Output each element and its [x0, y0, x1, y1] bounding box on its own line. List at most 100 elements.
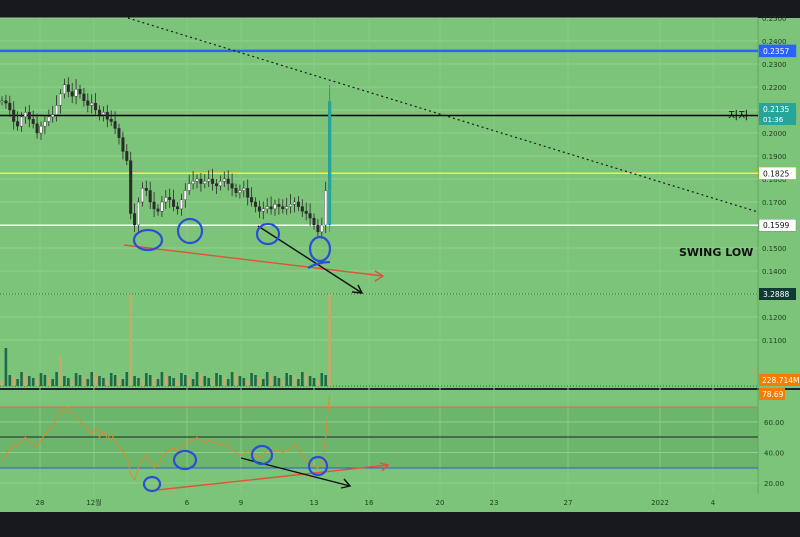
candle-body[interactable] — [203, 181, 207, 184]
candle-body[interactable] — [214, 183, 218, 187]
candle-body[interactable] — [152, 201, 156, 210]
candle-body[interactable] — [35, 123, 39, 134]
candle-body[interactable] — [43, 121, 47, 127]
time-scale[interactable] — [0, 494, 800, 512]
rsi-line[interactable] — [1, 393, 331, 482]
candle-body[interactable] — [218, 181, 222, 187]
candle-body[interactable] — [31, 118, 35, 124]
candle-body[interactable] — [66, 84, 70, 92]
blue-circle-annotation[interactable] — [142, 475, 162, 493]
candle-body[interactable] — [129, 160, 133, 214]
candle-body[interactable] — [121, 137, 125, 152]
candle-body[interactable] — [265, 206, 269, 210]
candle-body[interactable] — [253, 201, 257, 207]
candle-body[interactable] — [59, 93, 63, 106]
candle-body[interactable] — [308, 213, 312, 219]
candle-body[interactable] — [234, 187, 238, 193]
candle-body[interactable] — [246, 187, 250, 198]
candle-body[interactable] — [324, 190, 328, 226]
candle-body[interactable] — [199, 178, 203, 184]
candle-body[interactable] — [257, 206, 261, 212]
candle-body[interactable] — [242, 187, 246, 191]
candle-body[interactable] — [250, 197, 254, 203]
candle-body[interactable] — [304, 210, 308, 214]
candle-body[interactable] — [16, 121, 20, 127]
candle-body[interactable] — [78, 89, 82, 95]
blue-circle-annotation[interactable] — [308, 235, 332, 263]
candle-body[interactable] — [207, 178, 211, 182]
candle-body[interactable] — [4, 100, 8, 104]
candle-body[interactable] — [261, 208, 265, 212]
candle-body[interactable] — [70, 91, 74, 97]
price-red-trendline[interactable] — [123, 244, 384, 277]
candle-body[interactable] — [82, 93, 86, 102]
candle-body[interactable] — [179, 199, 183, 210]
candle-body[interactable] — [195, 178, 199, 182]
candle-body[interactable] — [269, 206, 273, 210]
candle-body[interactable] — [140, 187, 144, 203]
candle-body[interactable] — [175, 206, 179, 210]
blue-circle-annotation[interactable] — [176, 217, 204, 245]
candle-body[interactable] — [105, 112, 109, 120]
candle-body[interactable] — [183, 190, 187, 200]
candle-body[interactable] — [320, 224, 324, 233]
blue-arc-annotation[interactable] — [307, 260, 331, 269]
candle-body[interactable] — [101, 112, 105, 115]
candle-body[interactable] — [293, 201, 297, 205]
price-black-trendline[interactable] — [257, 225, 363, 294]
candle-body[interactable] — [51, 114, 55, 118]
candle-body[interactable] — [133, 213, 137, 226]
candle-body[interactable] — [39, 125, 43, 134]
candle-body[interactable] — [164, 197, 168, 203]
candle-body[interactable] — [281, 206, 285, 210]
candle-body[interactable] — [97, 109, 101, 115]
candle-body[interactable] — [285, 206, 289, 210]
candle-body[interactable] — [47, 116, 51, 122]
candle-body[interactable] — [172, 199, 176, 207]
candle-body[interactable] — [20, 116, 24, 127]
blue-circle-annotation[interactable] — [255, 222, 281, 246]
candle-body[interactable] — [8, 102, 12, 111]
blue-circle-annotation[interactable] — [307, 455, 329, 477]
candle-body[interactable] — [0, 100, 4, 103]
candle-body[interactable] — [226, 178, 230, 184]
blue-circle-annotation[interactable] — [172, 449, 198, 471]
candle-body[interactable] — [86, 100, 90, 106]
candle-body[interactable] — [300, 206, 304, 212]
candle-body[interactable] — [109, 118, 113, 122]
candle-body[interactable] — [94, 102, 98, 111]
candle-body[interactable] — [156, 208, 160, 212]
candle-body[interactable] — [160, 201, 164, 212]
candle-body[interactable] — [117, 128, 121, 138]
candle-body[interactable] — [316, 224, 320, 233]
candle-body[interactable] — [125, 151, 129, 161]
rsi-red-trendline[interactable] — [156, 464, 389, 491]
candle-body[interactable] — [113, 121, 117, 129]
candle-body[interactable] — [62, 84, 66, 95]
blue-circle-annotation[interactable] — [250, 444, 274, 466]
candle-body[interactable] — [12, 109, 16, 122]
candle-body[interactable] — [136, 201, 140, 226]
candle-body[interactable] — [312, 217, 316, 226]
blue-circle-annotation[interactable] — [132, 228, 164, 252]
candle-body[interactable] — [289, 204, 293, 207]
price-scale[interactable] — [758, 18, 800, 494]
candle-body[interactable] — [144, 187, 148, 191]
candle-body[interactable] — [90, 102, 94, 106]
candle-body[interactable] — [74, 89, 78, 97]
candle-body[interactable] — [296, 201, 300, 207]
candle-body[interactable] — [273, 204, 277, 210]
candle-body[interactable] — [211, 178, 215, 184]
price-pane[interactable] — [0, 18, 758, 388]
candle-body[interactable] — [55, 105, 59, 115]
candle-body[interactable] — [187, 183, 191, 191]
candle-body[interactable] — [222, 178, 226, 182]
candle-body[interactable] — [27, 112, 31, 120]
candle-body[interactable] — [191, 181, 195, 184]
candle-body[interactable] — [168, 197, 172, 200]
candle-body[interactable] — [148, 190, 152, 203]
candle-body[interactable] — [277, 204, 281, 207]
candle-body[interactable] — [23, 112, 27, 118]
